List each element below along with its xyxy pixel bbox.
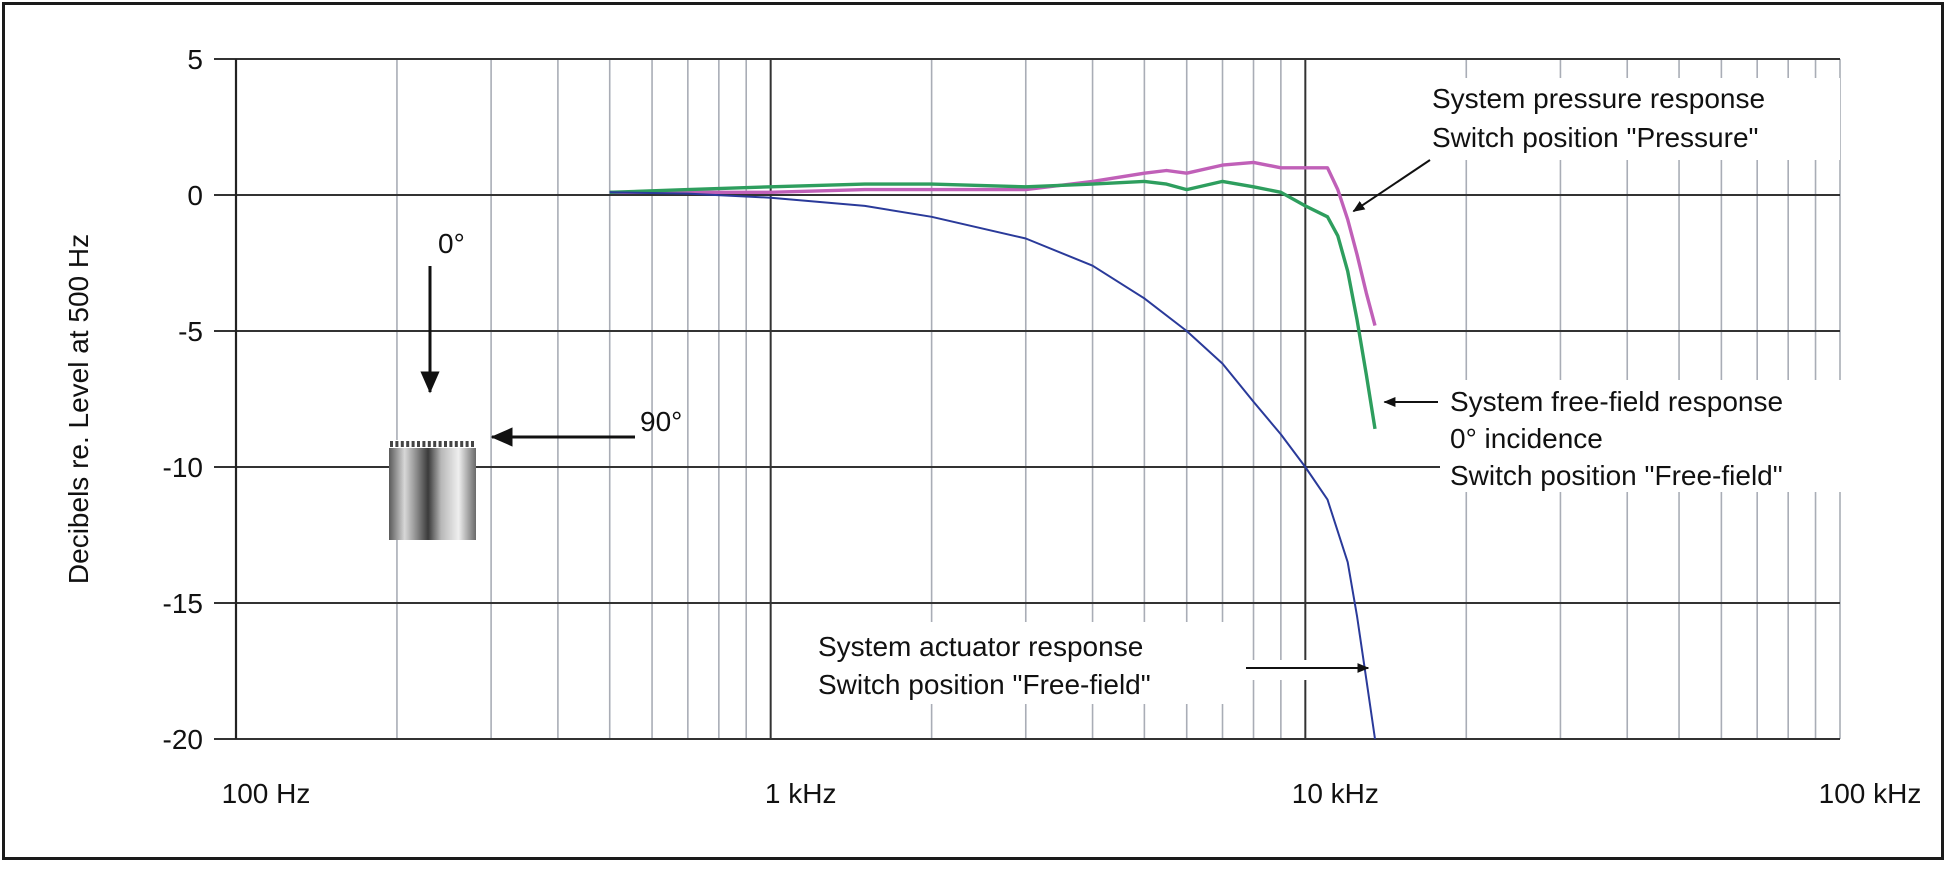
series-line-actuator (609, 191, 1376, 740)
microphone-cylinder-icon (389, 444, 476, 540)
angle-label-0: 0° (438, 228, 465, 259)
y-tick-label: -5 (178, 316, 203, 347)
x-tick-label: 100 kHz (1819, 778, 1922, 809)
annotation-freefield-line: Switch position "Free-field" (1450, 460, 1783, 491)
annotation-actuator-line: System actuator response (818, 631, 1143, 662)
actuator-label-background (810, 622, 1240, 704)
x-tick-label: 1 kHz (765, 778, 837, 809)
annotation-pressure-line: System pressure response (1432, 83, 1765, 114)
microphone-grille-slot (417, 441, 420, 447)
microphone-grille-slot (460, 441, 464, 447)
microphone-grille-slot (471, 441, 474, 447)
y-tick-label: -10 (163, 452, 203, 483)
series-line-freefield (609, 179, 1377, 430)
pressure-label-background (1420, 78, 1840, 160)
microphone-grille-slot (390, 441, 393, 447)
y-tick-label: -20 (163, 724, 203, 755)
freefield-label-background (1440, 380, 1850, 492)
microphone-grille-slot (400, 441, 404, 447)
series-lines (609, 160, 1377, 740)
microphone-grille-slot (422, 441, 426, 447)
microphone-grille-slot (395, 441, 399, 447)
microphone-grille-slot (406, 441, 410, 447)
pressure-arrow-background (1425, 160, 1465, 178)
annotation-pressure-line: Switch position "Pressure" (1432, 122, 1758, 153)
annotation-actuator-line: Switch position "Free-field" (818, 669, 1151, 700)
y-tick-label: 5 (187, 44, 203, 75)
microphone-grille-slot (438, 441, 442, 447)
y-tick-label: 0 (187, 180, 203, 211)
microphone-grille-top (389, 440, 476, 448)
y-axis-label: Decibels re. Level at 500 Hz (63, 234, 94, 584)
microphone-grille-slot (444, 441, 447, 447)
microphone-grille-slot (454, 441, 458, 447)
microphone-grille-slot (465, 441, 469, 447)
x-tick-label: 100 Hz (222, 778, 311, 809)
annotation-freefield-line: System free-field response (1450, 386, 1783, 417)
microphone-grille-slot (449, 441, 453, 447)
actuator-arrow-background (1230, 660, 1360, 680)
series-line-pressure (609, 160, 1377, 327)
microphone-grille-slot (411, 441, 415, 447)
microphone-diagram (389, 266, 635, 540)
y-tick-label: -15 (163, 588, 203, 619)
pressure-annotation-arrow (1352, 159, 1431, 213)
annotation-freefield-line: 0° incidence (1450, 423, 1603, 454)
angle-label-90: 90° (640, 406, 682, 437)
microphone-grille-slot (427, 441, 431, 447)
microphone-grille-slot (433, 441, 437, 447)
x-tick-label: 10 kHz (1292, 778, 1379, 809)
